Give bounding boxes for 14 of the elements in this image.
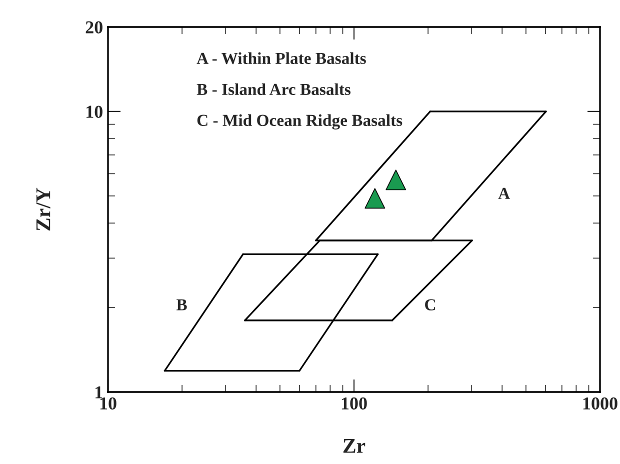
annotation: B [176, 299, 187, 310]
annotation: B - Island Arc Basalts [196, 83, 351, 96]
annotation: A [498, 188, 510, 199]
y-tick-label: 1 [96, 386, 102, 398]
x-tick-label: 1000 [583, 397, 618, 410]
x-tick-label: 10 [100, 397, 116, 410]
x-tick-label: 100 [342, 397, 367, 410]
x-axis-title: Zr [343, 439, 366, 453]
annotation: A - Within Plate Basalts [196, 52, 366, 64]
annotation: C - Mid Ocean Ridge Basalts [197, 114, 402, 130]
y-axis-title: Zr/Y [36, 188, 50, 230]
annotation: C [425, 299, 436, 310]
y-tick-label: 20 [86, 21, 102, 34]
y-tick-label: 10 [86, 106, 102, 118]
